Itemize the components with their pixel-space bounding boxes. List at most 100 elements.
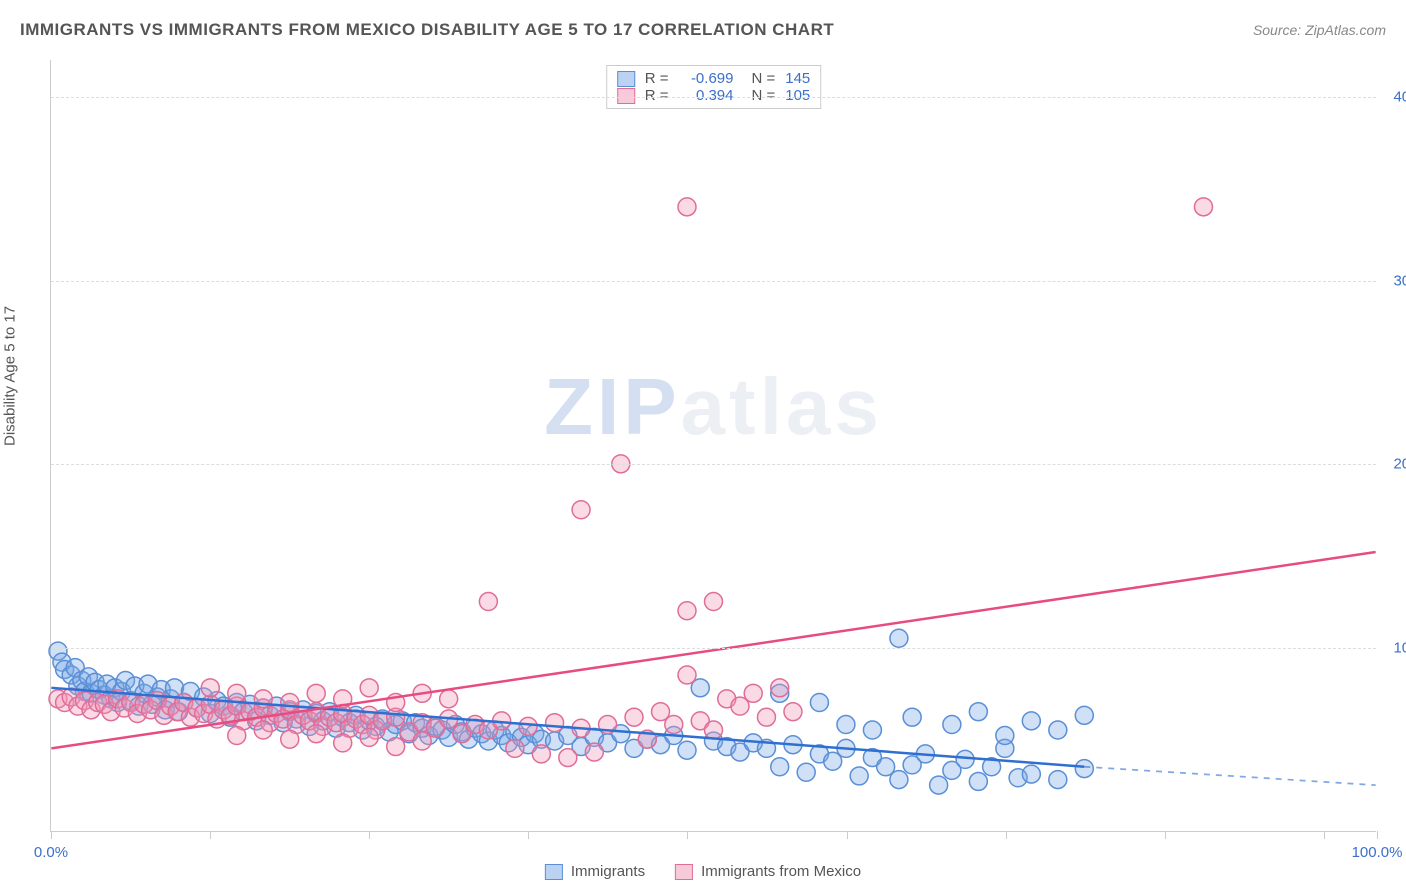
data-point (334, 734, 352, 752)
data-point (572, 501, 590, 519)
data-point (228, 684, 246, 702)
data-point (744, 684, 762, 702)
data-point (546, 714, 564, 732)
x-tick (51, 831, 52, 839)
data-point (1075, 706, 1093, 724)
n-label: N = (751, 70, 775, 87)
data-point (863, 721, 881, 739)
correlation-stats-box: R = -0.699 N = 145 R = 0.394 N = 105 (606, 65, 822, 109)
r-value: 0.394 (678, 87, 733, 104)
x-tick (1006, 831, 1007, 839)
legend-label: Immigrants (571, 863, 645, 880)
data-point (281, 694, 299, 712)
data-point (1194, 198, 1212, 216)
data-point (930, 776, 948, 794)
data-point (559, 749, 577, 767)
stats-row: R = -0.699 N = 145 (617, 70, 811, 87)
data-point (678, 602, 696, 620)
x-tick (1377, 831, 1378, 839)
r-value: -0.699 (678, 70, 733, 87)
source-attribution: Source: ZipAtlas.com (1253, 22, 1386, 38)
legend-swatch (545, 864, 563, 880)
data-point (506, 739, 524, 757)
data-point (228, 727, 246, 745)
gridline (51, 281, 1376, 282)
data-point (1022, 712, 1040, 730)
r-label: R = (645, 87, 669, 104)
legend-swatch (675, 864, 693, 880)
data-point (784, 703, 802, 721)
trend-line (51, 552, 1375, 748)
series-swatch (617, 88, 635, 104)
data-point (757, 708, 775, 726)
data-point (1075, 760, 1093, 778)
r-label: R = (645, 70, 669, 87)
data-point (281, 730, 299, 748)
y-axis-label: Disability Age 5 to 17 (2, 306, 19, 446)
n-value: 145 (785, 70, 810, 87)
trend-line-extrapolated (1084, 767, 1375, 785)
data-point (678, 666, 696, 684)
data-point (996, 727, 1014, 745)
data-point (837, 716, 855, 734)
data-point (360, 728, 378, 746)
data-point (479, 593, 497, 611)
data-point (890, 629, 908, 647)
x-tick (687, 831, 688, 839)
data-point (771, 679, 789, 697)
data-point (943, 716, 961, 734)
data-point (956, 750, 974, 768)
data-point (705, 721, 723, 739)
x-tick (1165, 831, 1166, 839)
data-point (519, 717, 537, 735)
data-point (1022, 765, 1040, 783)
data-point (532, 745, 550, 763)
data-point (307, 725, 325, 743)
gridline (51, 648, 1376, 649)
legend-item: Immigrants from Mexico (675, 863, 861, 880)
data-point (678, 198, 696, 216)
scatter-plot-svg (51, 60, 1376, 831)
stats-row: R = 0.394 N = 105 (617, 87, 811, 104)
legend-item: Immigrants (545, 863, 645, 880)
data-point (678, 741, 696, 759)
data-point (797, 763, 815, 781)
data-point (585, 743, 603, 761)
gridline (51, 464, 1376, 465)
data-point (903, 708, 921, 726)
x-tick (847, 831, 848, 839)
legend-label: Immigrants from Mexico (701, 863, 861, 880)
data-point (360, 679, 378, 697)
data-point (254, 721, 272, 739)
y-tick-label: 20.0% (1393, 456, 1406, 473)
data-point (201, 679, 219, 697)
series-swatch (617, 71, 635, 87)
n-label: N = (751, 87, 775, 104)
data-point (625, 708, 643, 726)
data-point (440, 690, 458, 708)
data-point (810, 694, 828, 712)
data-point (850, 767, 868, 785)
y-tick-label: 30.0% (1393, 272, 1406, 289)
data-point (1049, 771, 1067, 789)
x-tick (1324, 831, 1325, 839)
y-tick-label: 10.0% (1393, 640, 1406, 657)
x-tick (369, 831, 370, 839)
data-point (705, 593, 723, 611)
data-point (307, 684, 325, 702)
data-point (771, 758, 789, 776)
data-point (890, 771, 908, 789)
data-point (413, 732, 431, 750)
n-value: 105 (785, 87, 810, 104)
chart-title: IMMIGRANTS VS IMMIGRANTS FROM MEXICO DIS… (20, 20, 834, 40)
data-point (969, 703, 987, 721)
data-point (387, 738, 405, 756)
data-point (1049, 721, 1067, 739)
chart-plot-area: ZIPatlas R =-0.699N =145R =0.394N =105 1… (50, 60, 1376, 832)
data-point (665, 716, 683, 734)
y-tick-label: 40.0% (1393, 88, 1406, 105)
x-tick (210, 831, 211, 839)
title-bar: IMMIGRANTS VS IMMIGRANTS FROM MEXICO DIS… (20, 20, 1386, 40)
x-tick-label: 0.0% (34, 844, 68, 861)
gridline (51, 97, 1376, 98)
